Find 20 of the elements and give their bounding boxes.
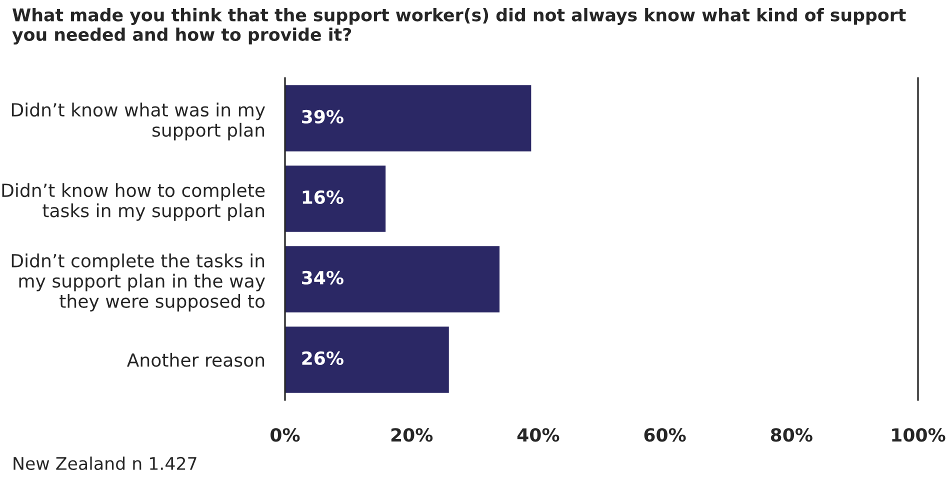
x-tick-label: 80% xyxy=(770,428,812,442)
bar xyxy=(285,164,387,234)
data-label: 26% xyxy=(302,351,344,365)
bar xyxy=(285,84,533,153)
chart-title: What made you think that the support worker(s) did not always know what kind of support you needed and how to provide it? xyxy=(12,8,906,45)
x-tick-label: 100% xyxy=(892,428,946,442)
x-tick-label: 0% xyxy=(270,428,300,442)
y-tick-label: Another reason xyxy=(126,352,264,367)
x-tick-label: 40% xyxy=(517,428,560,442)
data-label: 39% xyxy=(302,110,344,124)
x-tick-label: 20% xyxy=(391,428,433,442)
x-tick-label: 60% xyxy=(644,428,686,442)
y-tick-label: Didn’t know what was in my support plan xyxy=(12,102,266,140)
text: New Zealand n 1.427 xyxy=(14,456,196,470)
y-tick-label: Didn’t complete the tasks in my support plan in the way they were supposed to xyxy=(12,254,266,312)
data-label: 34% xyxy=(302,270,344,284)
bar xyxy=(285,325,450,394)
y-tick-label: Didn’t know how to complete tasks in my support plan xyxy=(2,183,265,221)
bar xyxy=(285,244,501,314)
data-label: 16% xyxy=(302,190,344,204)
